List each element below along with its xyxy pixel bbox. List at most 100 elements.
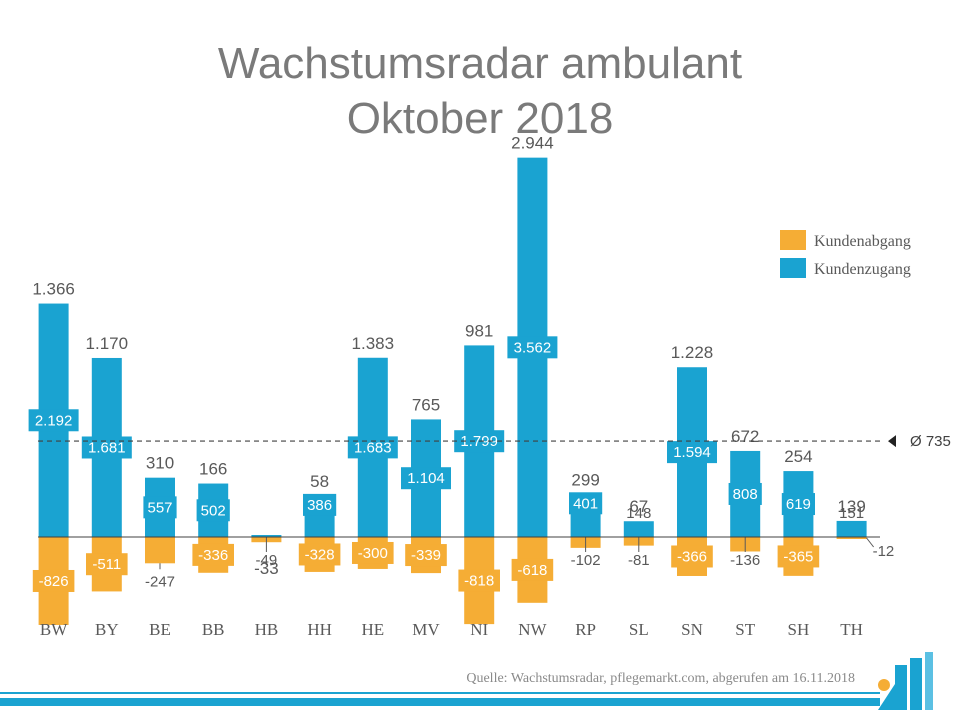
footer-band (0, 692, 880, 706)
data-label-kundenabgang-sn: -366 (677, 548, 707, 565)
label-bg-kundenzugang-bw (28, 409, 79, 432)
label-bg-kundenabgang-he (352, 541, 394, 564)
data-label-kundenabgang-th: -12 (873, 543, 895, 560)
data-label-kundenzugang-nw: 3.562 (514, 339, 552, 356)
average-marker-icon (888, 435, 896, 448)
bar-kundenzugang-sl (623, 521, 654, 537)
category-label-sh: SH (788, 620, 810, 639)
data-label-kundenzugang-by: 1.681 (88, 439, 126, 456)
category-label-bb: BB (202, 620, 225, 639)
category-label-he: HE (361, 620, 384, 639)
data-label-kundenabgang-hh: -328 (305, 546, 335, 563)
label-bg-kundenzugang-st (728, 482, 762, 505)
data-label-kundenzugang-sn: 1.594 (673, 444, 711, 461)
data-label-kundenzugang-sl: 148 (626, 505, 651, 522)
category-label-th: TH (840, 620, 863, 639)
data-label-kundenzugang-mv: 1.104 (407, 470, 445, 487)
category-label-hb: HB (255, 620, 279, 639)
source-note: Quelle: Wachstumsradar, pflegemarkt.com,… (466, 671, 855, 686)
label-bg-kundenzugang-be (143, 496, 177, 519)
leader-kundenabgang-th (866, 537, 874, 548)
data-label-kundenzugang-be: 557 (147, 499, 172, 516)
net-label-st: 672 (731, 427, 759, 446)
data-label-kundenabgang-by: -511 (92, 556, 121, 573)
category-label-bw: BW (40, 620, 68, 639)
bar-kundenabgang-be (145, 537, 175, 564)
average-label: Ø 735 (910, 433, 951, 450)
net-label-sl: 67 (629, 497, 648, 516)
plot-area: BW 1.366 2.192 -826 BY 1.170 1.681 -511 BE 310 557… (28, 134, 951, 639)
footer-line-bottom (0, 698, 880, 706)
data-label-kundenzugang-bb: 502 (201, 502, 226, 519)
label-bg-kundenzugang-rp (569, 492, 603, 515)
net-label-bb: 166 (199, 460, 227, 479)
data-label-kundenabgang-hb: -49 (256, 552, 278, 569)
net-label-sn: 1.228 (671, 343, 714, 362)
net-label-hb: -33 (254, 559, 279, 578)
net-label-th: 139 (837, 497, 865, 516)
category-label-nw: NW (518, 620, 547, 639)
data-label-kundenabgang-be: -247 (145, 573, 175, 590)
label-bg-kundenzugang-he (347, 436, 398, 459)
category-label-sl: SL (629, 620, 649, 639)
data-label-kundenzugang-hh: 386 (307, 497, 332, 514)
legend-label-kundenabgang: Kundenabgang (814, 233, 911, 250)
label-bg-kundenzugang-sh (781, 493, 815, 516)
label-bg-kundenabgang-hh (298, 543, 341, 566)
data-label-kundenzugang-bw: 2.192 (35, 412, 73, 429)
data-label-kundenabgang-sh: -365 (783, 548, 813, 565)
data-label-kundenabgang-nw: -618 (517, 562, 547, 579)
label-bg-kundenzugang-mv (401, 467, 451, 490)
net-label-be: 310 (146, 454, 174, 473)
data-label-kundenzugang-ni: 1.799 (460, 433, 498, 450)
data-label-kundenabgang-he: -300 (358, 545, 388, 562)
data-label-kundenzugang-rp: 401 (573, 495, 598, 512)
net-label-bw: 1.366 (32, 280, 75, 299)
category-label-rp: RP (575, 620, 596, 639)
net-label-by: 1.170 (86, 334, 129, 353)
data-label-kundenabgang-mv: -339 (411, 547, 441, 564)
category-label-ni: NI (470, 620, 488, 639)
label-bg-kundenzugang-by (81, 436, 132, 459)
brand-logo-icon (878, 652, 933, 710)
label-bg-kundenzugang-sn (667, 441, 717, 464)
data-label-kundenabgang-ni: -818 (464, 573, 494, 590)
bar-kundenzugang-hb (251, 535, 282, 537)
legend-label-kundenzugang: Kundenzugang (814, 261, 911, 278)
category-label-by: BY (95, 620, 119, 639)
category-label-hh: HH (307, 620, 332, 639)
legend: Kundenabgang Kundenzugang (780, 230, 911, 278)
label-bg-kundenabgang-sn (671, 545, 713, 568)
data-label-kundenzugang-st: 808 (733, 486, 758, 503)
category-label-mv: MV (412, 620, 440, 639)
label-bg-kundenabgang-by (86, 553, 128, 576)
net-label-nw: 2.944 (511, 134, 554, 153)
net-label-hh: 58 (310, 472, 329, 491)
data-label-kundenabgang-sl: -81 (628, 552, 650, 569)
net-label-rp: 299 (571, 470, 599, 489)
net-label-sh: 254 (784, 447, 812, 466)
label-bg-kundenabgang-nw (511, 558, 554, 581)
bar-kundenzugang-th (836, 520, 867, 537)
label-bg-kundenzugang-bb (196, 499, 230, 522)
category-label-sn: SN (681, 620, 703, 639)
label-bg-kundenzugang-hh (303, 493, 337, 516)
label-bg-kundenabgang-mv (405, 544, 447, 567)
net-label-ni: 981 (465, 321, 493, 340)
category-label-be: BE (149, 620, 171, 639)
legend-swatch-kundenabgang (780, 230, 806, 250)
data-label-kundenzugang-sh: 619 (786, 496, 811, 513)
net-label-he: 1.383 (352, 334, 395, 353)
label-bg-kundenabgang-ni (458, 569, 500, 592)
label-bg-kundenabgang-bb (192, 543, 234, 566)
bar-kundenabgang-th (836, 537, 867, 539)
data-label-kundenabgang-st: -136 (730, 552, 760, 569)
label-bg-kundenabgang-bw (32, 569, 75, 592)
legend-swatch-kundenzugang (780, 258, 806, 278)
data-label-kundenabgang-bb: -336 (198, 547, 228, 564)
chart-title-line-1: Wachstumsradar ambulant (218, 39, 742, 88)
label-bg-kundenabgang-sh (777, 545, 820, 568)
chart-title-line-2: Oktober 2018 (347, 94, 614, 143)
net-label-mv: 765 (412, 395, 440, 414)
